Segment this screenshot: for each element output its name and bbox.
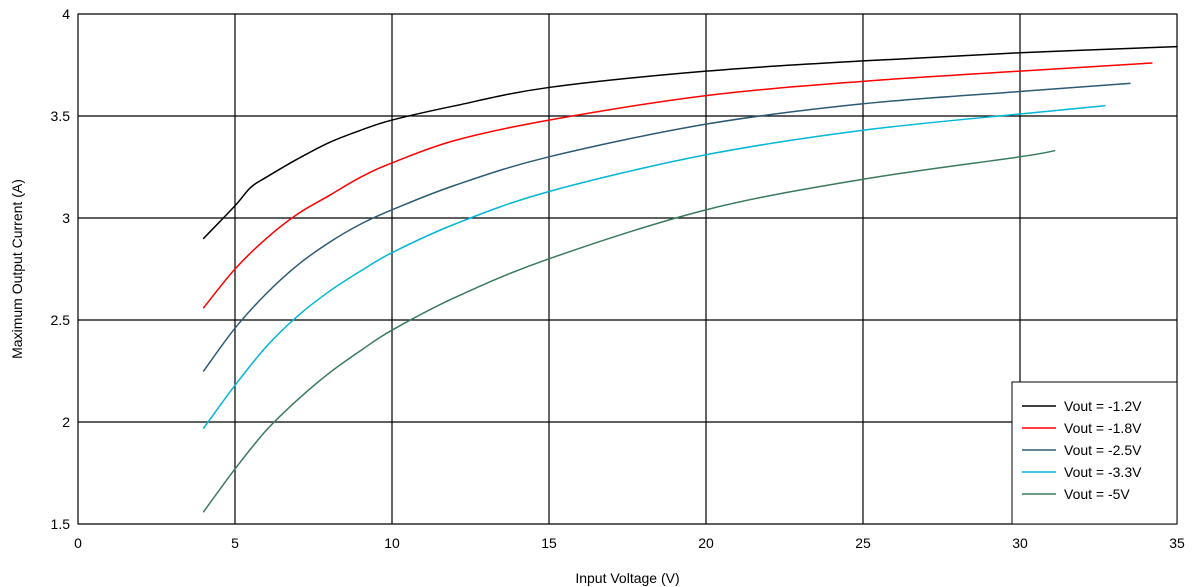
y-tick-label: 4 (62, 6, 70, 22)
y-axis-label: Maximum Output Current (A) (9, 179, 25, 359)
x-axis: 0 5 10 15 20 25 30 35 (74, 535, 1185, 551)
x-tick-label: 5 (231, 535, 239, 551)
y-tick-label: 2 (62, 414, 70, 430)
y-tick-label: 1.5 (51, 516, 71, 532)
x-tick-label: 25 (855, 535, 871, 551)
legend-entry: Vout = -5V (1064, 486, 1130, 502)
legend: Vout = -1.2V Vout = -1.8V Vout = -2.5V Vout… (1011, 381, 1178, 525)
x-tick-label: 35 (1169, 535, 1185, 551)
x-axis-label: Input Voltage (V) (575, 570, 679, 586)
series-line-3 (202, 105, 1106, 429)
x-tick-label: 15 (541, 535, 557, 551)
series-layer (202, 45, 1178, 513)
legend-entry: Vout = -3.3V (1064, 464, 1142, 480)
x-tick-label: 20 (698, 535, 714, 551)
y-axis: 1.5 2 2.5 3 3.5 4 (51, 6, 71, 532)
legend-entry: Vout = -1.8V (1064, 420, 1142, 436)
y-tick-label: 3.5 (51, 108, 71, 124)
legend-entry: Vout = -1.2V (1064, 398, 1142, 414)
series-line-1 (202, 62, 1153, 309)
y-tick-label: 2.5 (51, 312, 71, 328)
x-tick-label: 0 (74, 535, 82, 551)
y-tick-label: 3 (62, 210, 70, 226)
plot-area (77, 13, 1178, 525)
x-tick-label: 30 (1012, 535, 1028, 551)
series-line-0 (202, 45, 1178, 240)
legend-entry: Vout = -2.5V (1064, 442, 1142, 458)
series-line-4 (202, 149, 1056, 513)
series-line-2 (202, 82, 1131, 372)
x-tick-label: 10 (384, 535, 400, 551)
